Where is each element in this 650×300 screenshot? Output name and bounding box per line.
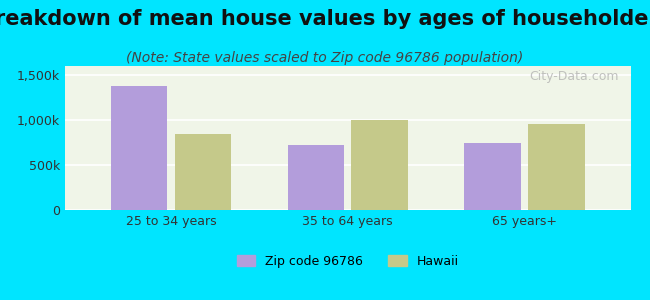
Text: City-Data.com: City-Data.com [530, 70, 619, 83]
Bar [351, 120, 408, 210]
Bar [175, 134, 231, 210]
Legend: Zip code 96786, Hawaii: Zip code 96786, Hawaii [231, 250, 464, 273]
Text: Breakdown of mean house values by ages of householders: Breakdown of mean house values by ages o… [0, 9, 650, 29]
Bar [288, 145, 344, 210]
Bar [111, 86, 168, 210]
Bar [528, 124, 584, 210]
Text: (Note: State values scaled to Zip code 96786 population): (Note: State values scaled to Zip code 9… [126, 51, 524, 65]
Bar [464, 143, 521, 210]
